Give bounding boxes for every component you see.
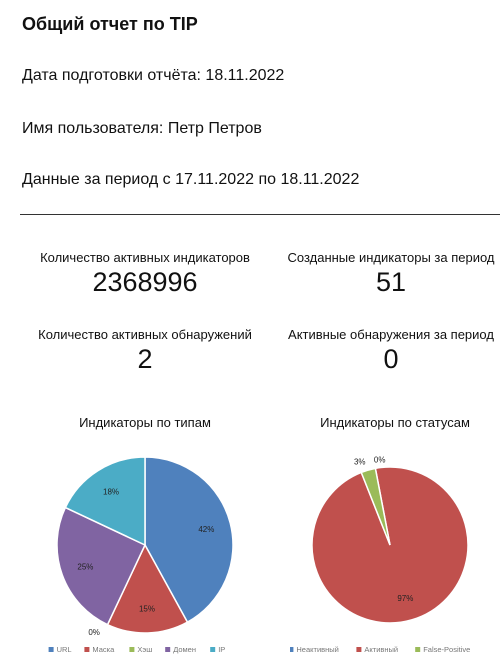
legend-item: Маска (92, 645, 115, 654)
divider (20, 214, 500, 215)
pie-slice-4 (56, 506, 146, 626)
stat-active-indicators: Количество активных индикаторов 2368996 (20, 250, 270, 298)
stat-value: 51 (375, 267, 407, 297)
slice-label: 18% (103, 488, 119, 497)
report-date: Дата подготовки отчёта: 18.11.2022 (22, 67, 285, 84)
legend-item: False-Positive (423, 645, 470, 654)
legend-swatch (84, 647, 90, 652)
pie-chart-statuses: 0% 97% 3% Неактивный Активный False-Positive (288, 456, 470, 654)
legend-item: Хэш (137, 645, 152, 654)
slice-label: 42% (198, 525, 214, 534)
legend-item: IP (218, 645, 225, 654)
stat-value: 0 (383, 344, 399, 374)
stat-created-indicators: Созданные индикаторы за период 51 (262, 250, 500, 298)
slice-label: 3% (354, 457, 366, 466)
slice-label: 0% (374, 456, 386, 465)
slice-label: 0% (88, 628, 100, 637)
pie-slice-1 (144, 456, 234, 624)
stat-label: Созданные индикаторы за период (287, 250, 495, 265)
legend-swatch (210, 647, 216, 652)
chart-title: Индикаторы по статусам (320, 415, 470, 430)
pie-slice-2 (106, 543, 189, 634)
stat-active-detections: Количество активных обнаружений 2 (20, 327, 270, 375)
report-user: Имя пользователя: Петр Петров (22, 120, 262, 137)
legend-swatch (48, 647, 54, 652)
report-period: Данные за период с 17.11.2022 по 18.11.2… (22, 171, 360, 188)
chart-indicators-by-type: Индикаторы по типам 42% 15% 0% 25% 18% URL Мас… (40, 415, 250, 670)
stat-label: Активные обнаружения за период (288, 327, 494, 342)
pie-slice-5 (64, 456, 146, 547)
pie-slice-3 (360, 467, 391, 546)
stat-label: Количество активных индикаторов (40, 250, 250, 265)
legend-swatch (356, 647, 362, 652)
slice-label: 15% (139, 604, 155, 613)
legend-item: Домен (173, 645, 196, 654)
stat-value: 2 (137, 344, 153, 374)
legend-swatch (129, 647, 135, 652)
legend-swatch (288, 647, 294, 652)
stat-period-detections: Активные обнаружения за период 0 (262, 327, 500, 375)
legend-item: Активный (364, 645, 398, 654)
stat-value: 2368996 (92, 267, 198, 297)
report-title: Общий отчет по TIP (22, 14, 198, 34)
legend-item: URL (57, 645, 72, 654)
slice-label: 25% (77, 562, 93, 571)
stat-label: Количество активных обнаружений (38, 327, 252, 342)
legend-swatch (165, 647, 171, 652)
pie-chart-types: 42% 15% 0% 25% 18% URL Маска Хэш Домен IP (48, 456, 234, 654)
slice-label: 97% (397, 594, 413, 603)
legend-item: Неактивный (296, 645, 338, 654)
chart-title: Индикаторы по типам (79, 415, 211, 430)
chart-indicators-by-status: Индикаторы по статусам 0% 97% 3% Неактивный… (288, 415, 500, 670)
legend-swatch (415, 647, 421, 652)
